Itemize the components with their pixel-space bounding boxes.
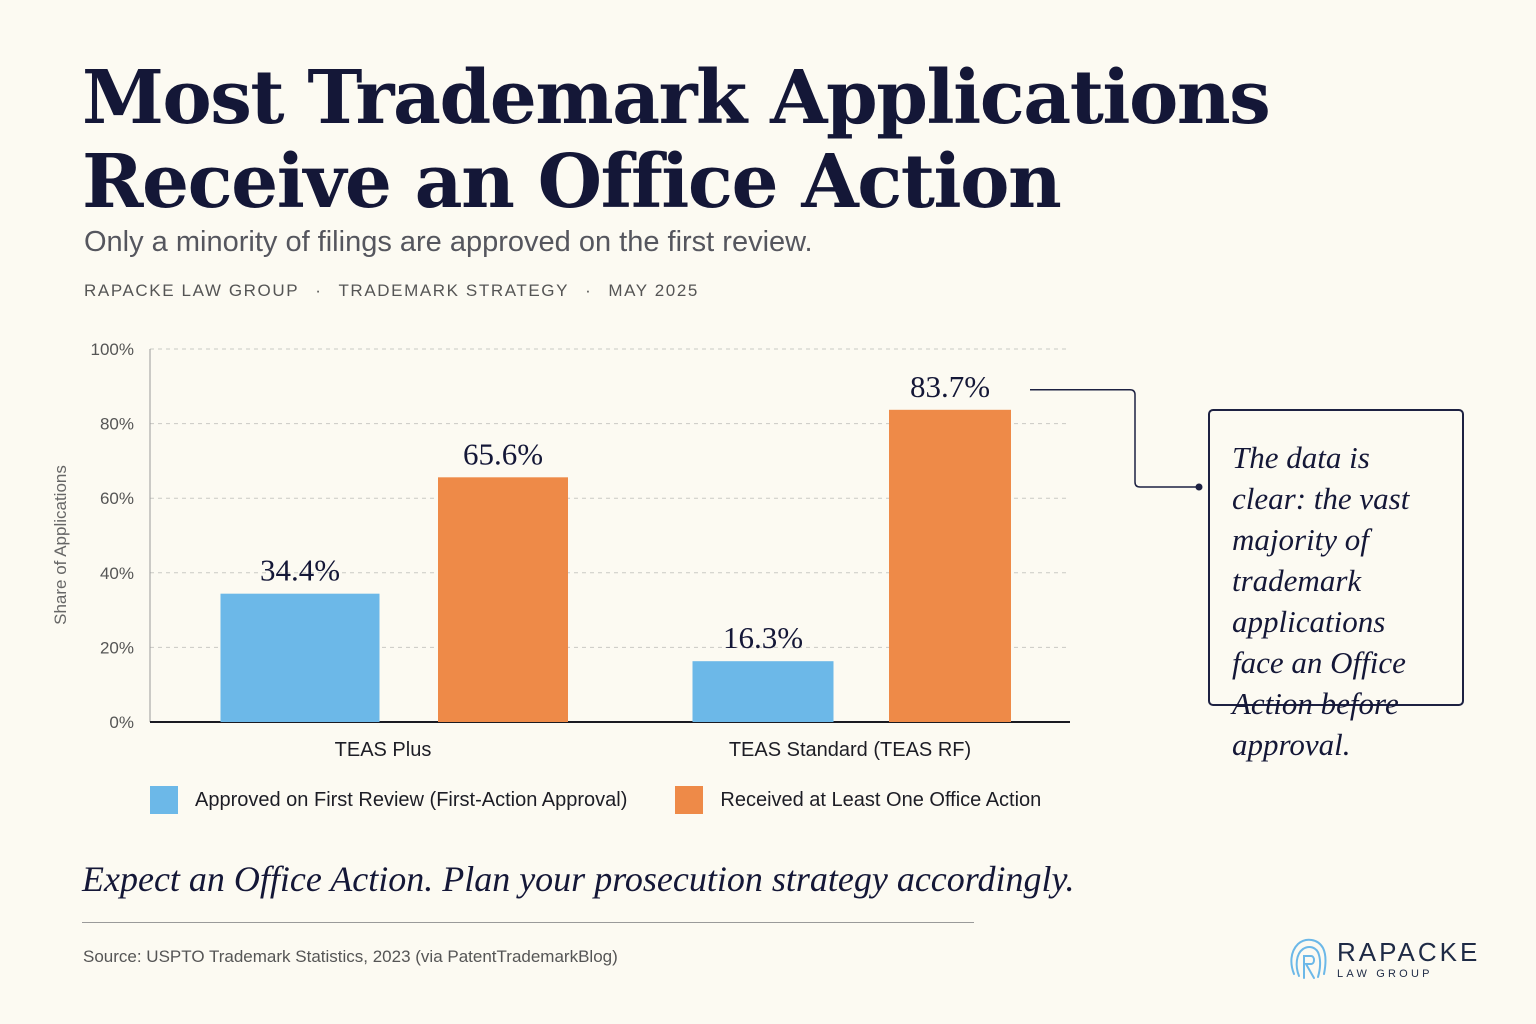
meta-date: MAY 2025 — [608, 281, 699, 300]
data-label: 34.4% — [260, 553, 340, 588]
title-line-1: Most Trademark Applications — [82, 55, 1271, 141]
legend-swatch-approved — [150, 786, 178, 814]
page-title: Most Trademark Applications Receive an O… — [82, 55, 1271, 225]
divider — [82, 922, 974, 923]
legend-item-approved: Approved on First Review (First-Action A… — [150, 786, 627, 814]
y-tick-label: 40% — [100, 564, 134, 583]
y-axis-label: Share of Applications — [51, 465, 70, 625]
logo-name: RAPACKE — [1337, 937, 1481, 967]
meta-line: RAPACKE LAW GROUP · TRADEMARK STRATEGY · MAY… — [84, 281, 699, 301]
bar-approved — [692, 661, 834, 722]
legend: Approved on First Review (First-Action A… — [150, 786, 1041, 814]
x-tick-label: TEAS Standard (TEAS RF) — [729, 739, 971, 761]
bar-office-action — [889, 409, 1011, 722]
x-tick-label: TEAS Plus — [335, 739, 432, 761]
bar-approved — [220, 593, 380, 722]
connector-line — [1030, 389, 1199, 488]
y-tick-label: 0% — [109, 713, 134, 732]
bars — [220, 409, 1011, 722]
data-labels: 34.4% 16.3% 65.6% 83.7% — [260, 369, 990, 655]
y-tick-label: 20% — [100, 638, 134, 657]
y-axis: 0% 20% 40% 60% 80% 100% Share of Applications T… — [51, 340, 1070, 761]
data-label: 65.6% — [463, 436, 543, 471]
legend-swatch-office-action — [675, 786, 704, 814]
bar-office-action — [438, 477, 568, 722]
meta-separator: · — [315, 281, 323, 300]
source-note: Source: USPTO Trademark Statistics, 2023… — [83, 947, 618, 966]
y-tick-label: 100% — [91, 340, 134, 359]
legend-label-approved: Approved on First Review (First-Action A… — [195, 788, 628, 811]
data-label: 83.7% — [910, 369, 990, 404]
logo-subtitle: LAW GROUP — [1337, 968, 1433, 980]
meta-separator: · — [585, 281, 593, 300]
legend-item-office-action: Received at Least One Office Action — [675, 786, 1041, 814]
data-label: 16.3% — [723, 620, 803, 655]
legend-label-office-action: Received at Least One Office Action — [720, 788, 1042, 811]
connector-dot — [1195, 483, 1203, 491]
title-line-2: Receive an Office Action — [82, 139, 1062, 225]
subtitle: Only a minority of filings are approved … — [84, 226, 813, 258]
fingerprint-icon — [1290, 938, 1327, 979]
meta-firm: RAPACKE LAW GROUP — [84, 281, 300, 300]
brand-logo: RAPACKE LAW GROUP — [1288, 934, 1480, 984]
tagline: Expect an Office Action. Plan your prose… — [82, 859, 1075, 899]
callout-box: The data is clear: the vast majority of … — [1208, 409, 1464, 762]
y-tick-label: 60% — [100, 489, 134, 508]
meta-topic: TRADEMARK STRATEGY — [338, 281, 570, 300]
callout-connector — [1030, 389, 1203, 491]
logo-text: RAPACKE LAW GROUP — [1337, 938, 1480, 980]
y-tick-label: 80% — [100, 415, 134, 434]
